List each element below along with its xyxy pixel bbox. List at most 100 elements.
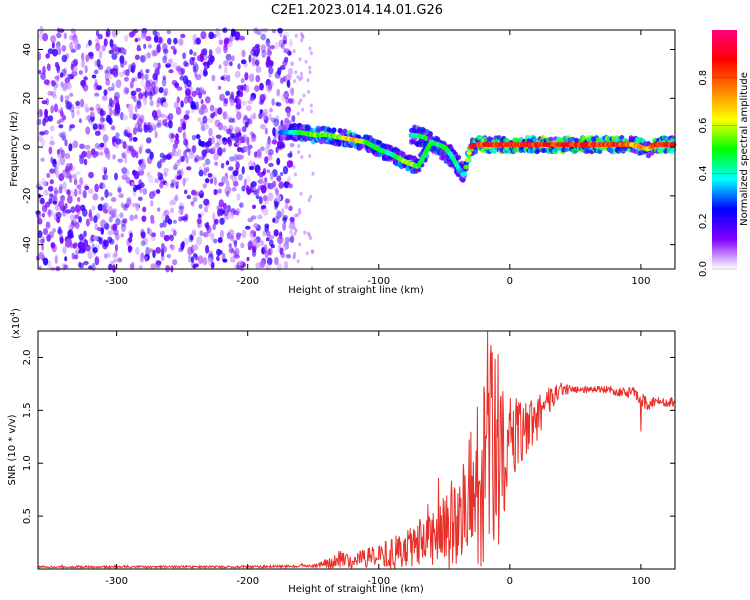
noise-cell bbox=[184, 88, 191, 96]
noise-cell bbox=[268, 73, 272, 78]
noise-cell bbox=[79, 233, 83, 242]
noise-cell bbox=[187, 96, 194, 104]
noise-cell bbox=[94, 256, 100, 266]
noise-cell bbox=[205, 166, 210, 173]
noise-cell bbox=[62, 135, 66, 142]
noise-cell bbox=[101, 95, 108, 101]
noise-cell bbox=[78, 118, 82, 124]
noise-cell bbox=[159, 230, 165, 238]
noise-cell bbox=[190, 108, 195, 114]
noise-cell bbox=[244, 72, 249, 81]
noise-cell bbox=[236, 98, 242, 107]
noise-cell bbox=[87, 250, 93, 260]
noise-cell bbox=[60, 94, 64, 103]
noise-cell bbox=[62, 115, 67, 121]
noise-cell bbox=[275, 115, 280, 124]
noise-cell bbox=[58, 198, 64, 207]
noise-cell bbox=[103, 38, 108, 47]
noise-cell bbox=[77, 196, 81, 203]
noise-cell bbox=[52, 200, 58, 205]
noise-cell bbox=[222, 111, 228, 120]
noise-cell bbox=[153, 35, 159, 43]
noise-cell bbox=[122, 48, 127, 55]
noise-cell bbox=[140, 72, 145, 80]
noise-cell bbox=[182, 178, 186, 187]
noise-cell bbox=[109, 210, 115, 216]
noise-cell bbox=[270, 117, 277, 123]
noise-cell bbox=[94, 78, 98, 88]
noise-cell bbox=[167, 218, 173, 225]
noise-cell bbox=[122, 141, 127, 149]
noise-cell bbox=[85, 244, 91, 252]
noise-cell bbox=[168, 69, 174, 74]
noise-cell bbox=[68, 143, 73, 152]
noise-cell bbox=[197, 213, 202, 219]
noise-cell bbox=[311, 171, 315, 176]
noise-cell bbox=[249, 96, 255, 102]
noise-cell bbox=[155, 31, 160, 38]
snr-x-tick-label: -200 bbox=[236, 576, 259, 587]
noise-cell bbox=[292, 49, 296, 54]
spectrogram-y-tick-label: 0 bbox=[22, 144, 33, 150]
noise-cell bbox=[232, 117, 236, 124]
noise-cell bbox=[261, 204, 267, 209]
noise-cell bbox=[111, 82, 115, 92]
noise-cell bbox=[274, 256, 279, 266]
noise-cell bbox=[254, 59, 260, 67]
noise-cell bbox=[115, 244, 118, 252]
noise-cell bbox=[245, 175, 251, 184]
noise-cell bbox=[179, 168, 184, 177]
snr-y-multiplier-close: ) bbox=[11, 308, 22, 312]
noise-cell bbox=[183, 138, 188, 146]
noise-cell bbox=[224, 66, 228, 74]
noise-cell bbox=[81, 59, 85, 68]
noise-cell bbox=[276, 88, 281, 97]
noise-cell bbox=[247, 144, 253, 150]
noise-cell bbox=[107, 86, 113, 92]
noise-cell bbox=[202, 257, 208, 266]
noise-cell bbox=[69, 103, 75, 113]
noise-cell bbox=[160, 248, 165, 257]
noise-cell bbox=[133, 95, 137, 103]
noise-cell bbox=[259, 109, 263, 114]
noise-cell bbox=[163, 167, 170, 173]
spectrogram-x-axis-label: Height of straight line (km) bbox=[288, 285, 424, 296]
noise-cell bbox=[282, 35, 288, 44]
noise-cell bbox=[46, 234, 51, 242]
noise-cell bbox=[307, 198, 311, 203]
noise-cell bbox=[135, 151, 139, 159]
noise-cell bbox=[54, 255, 58, 264]
noise-cell bbox=[64, 203, 68, 209]
noise-cell bbox=[196, 236, 203, 246]
noise-cell bbox=[72, 173, 77, 179]
noise-cell bbox=[274, 204, 278, 211]
noise-cell bbox=[115, 79, 122, 88]
noise-cell bbox=[140, 240, 146, 247]
colorbar-ticks: 0.0 0.2 0.4 0.6 0.8 bbox=[698, 70, 737, 277]
noise-cell bbox=[189, 49, 194, 55]
noise-cell bbox=[274, 41, 279, 50]
noise-cell bbox=[106, 66, 112, 75]
snr-x-ticks: -300 -200 -100 0 100 bbox=[105, 331, 650, 587]
noise-cell bbox=[254, 85, 260, 92]
noise-cell bbox=[93, 82, 99, 91]
noise-cell bbox=[257, 214, 263, 220]
noise-cell bbox=[261, 177, 266, 186]
spectrogram-frame bbox=[37, 29, 676, 270]
noise-cell bbox=[170, 244, 176, 251]
noise-cell bbox=[182, 75, 189, 85]
noise-cell bbox=[260, 44, 267, 53]
noise-cell bbox=[217, 31, 221, 40]
noise-cell bbox=[137, 37, 141, 42]
noise-cell bbox=[93, 235, 98, 241]
noise-cell bbox=[163, 87, 169, 96]
noise-cell bbox=[194, 263, 199, 268]
spectrogram-y-tick-label: -40 bbox=[22, 236, 33, 252]
noise-cell bbox=[223, 209, 229, 217]
main-trace-cell bbox=[671, 142, 677, 148]
noise-cell bbox=[244, 121, 249, 128]
noise-cell bbox=[217, 107, 223, 115]
noise-cell bbox=[144, 73, 149, 81]
noise-cell bbox=[229, 133, 235, 139]
noise-cell bbox=[75, 171, 81, 176]
